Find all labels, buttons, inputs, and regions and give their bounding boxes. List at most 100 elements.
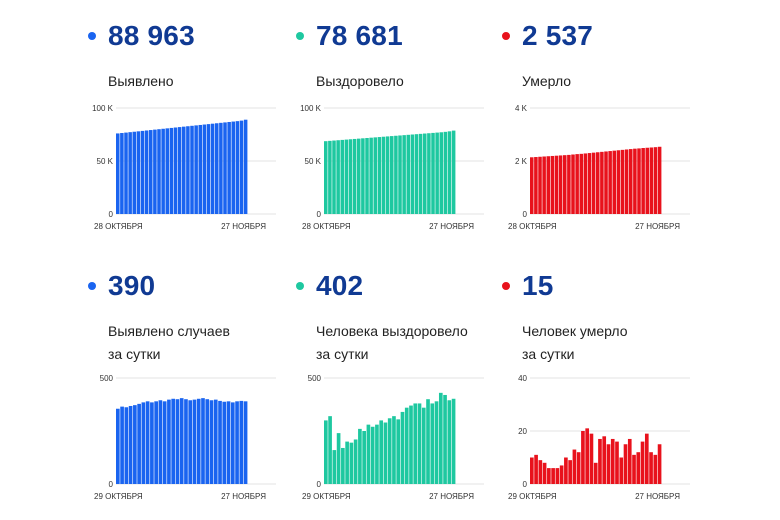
bar [223, 122, 227, 214]
chart-died-daily: 0 20 40 29 ОКТЯБРЯ 27 НОЯБРЯ [508, 374, 690, 501]
bar [201, 398, 205, 484]
bar [169, 127, 174, 214]
y-tick-label: 0 [317, 210, 322, 219]
bar [133, 405, 137, 484]
bar [328, 416, 332, 484]
bar [219, 122, 223, 214]
bar [427, 133, 431, 214]
bar [542, 156, 546, 214]
bar [636, 452, 641, 484]
metric-label-line: Выявлено [108, 73, 174, 89]
bar [598, 438, 602, 484]
bar [158, 400, 163, 484]
bar [375, 424, 379, 484]
metric-label: Выздоровело [316, 70, 506, 93]
bar [239, 400, 244, 484]
bar [198, 124, 203, 214]
bar [157, 129, 161, 214]
bar [396, 419, 401, 484]
bar [641, 148, 645, 214]
metric-label-line: Человек умерло [522, 323, 628, 339]
bar [435, 132, 439, 214]
bar [600, 151, 604, 214]
bar [190, 125, 194, 214]
bar [332, 140, 336, 214]
bar [542, 462, 547, 484]
bar [606, 444, 611, 484]
x-tick-label-start: 28 ОКТЯБРЯ [508, 222, 557, 231]
metric-label-line: Выздоровело [316, 73, 404, 89]
bar [447, 400, 452, 484]
bar [369, 137, 373, 214]
bar [215, 123, 219, 214]
bar [431, 132, 435, 214]
panel-died-total: 2 537 Умерло [500, 18, 700, 268]
bar [116, 408, 120, 484]
bar [572, 449, 577, 484]
bar [583, 153, 588, 214]
bar [604, 151, 608, 214]
bar [546, 156, 551, 214]
y-tick-label: 500 [308, 374, 322, 383]
bar [341, 447, 345, 484]
bar [344, 139, 349, 214]
bar [243, 401, 248, 484]
x-tick-label-start: 28 ОКТЯБРЯ [94, 222, 143, 231]
y-tick-label: 0 [523, 480, 528, 489]
bar [398, 135, 402, 214]
bar [443, 131, 448, 214]
bar [624, 149, 629, 214]
bar [591, 152, 596, 214]
bar [392, 416, 396, 484]
bar [434, 401, 439, 484]
bar [616, 150, 621, 214]
y-tick-label: 50 K [305, 157, 322, 166]
bar [623, 444, 628, 484]
bar [324, 420, 328, 484]
bar [336, 140, 340, 214]
y-tick-label: 4 K [515, 104, 528, 113]
bar [328, 140, 332, 214]
bar [116, 133, 120, 214]
bar [226, 401, 231, 484]
bar [413, 403, 418, 484]
bar [206, 124, 211, 214]
bar [640, 441, 645, 484]
bar [409, 405, 413, 484]
bar [567, 154, 571, 214]
x-tick-label-start: 29 ОКТЯБРЯ [94, 492, 143, 501]
bar [196, 398, 201, 484]
bar [402, 135, 406, 214]
metric-label-line: Выявлено случаев [108, 323, 230, 339]
bar [410, 134, 415, 214]
bar [451, 130, 456, 214]
metric-label-line: за сутки [316, 346, 369, 362]
bar [377, 137, 382, 214]
bar [218, 400, 222, 484]
bar [173, 127, 178, 214]
bar [550, 155, 555, 214]
y-tick-label: 100 K [92, 104, 114, 113]
bar [447, 131, 452, 214]
bar [348, 139, 353, 214]
bar [340, 139, 345, 214]
metric-label: Человека выздоровело за сутки [316, 320, 506, 366]
bar [538, 156, 542, 214]
y-tick-label: 0 [317, 480, 322, 489]
bar [439, 132, 444, 214]
bar [385, 136, 390, 214]
y-tick-label: 20 [518, 427, 527, 436]
bar [394, 135, 398, 214]
bar [534, 157, 538, 214]
bar [390, 136, 394, 214]
bar [336, 433, 341, 484]
bar [615, 441, 619, 484]
bar [581, 431, 585, 484]
bar [366, 424, 371, 484]
bar [559, 465, 564, 484]
x-tick-label-start: 28 ОКТЯБРЯ [302, 222, 351, 231]
bar [612, 150, 617, 214]
panel-detected-total: 88 963 Выявлено [86, 18, 286, 268]
chart-detected-total: 0 50 K 100 K 28 ОКТЯБРЯ 27 НОЯБРЯ [92, 104, 276, 231]
bar [426, 399, 430, 484]
